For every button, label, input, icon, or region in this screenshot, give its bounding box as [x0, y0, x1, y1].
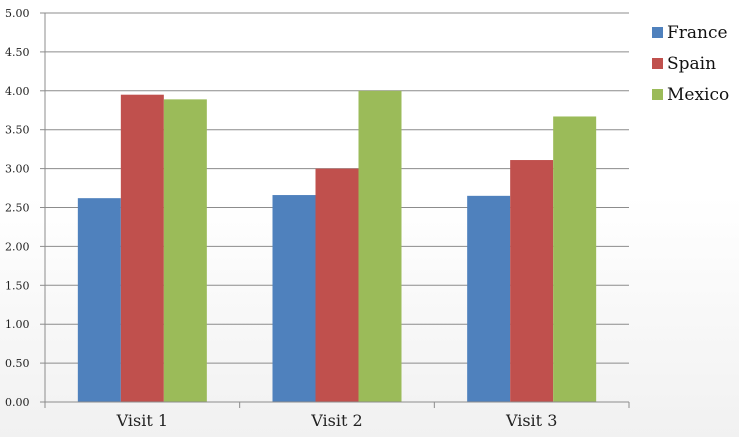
y-tick-label: 3.50	[5, 124, 30, 137]
bar-spain-3	[510, 160, 554, 402]
legend-swatch-france	[652, 27, 663, 38]
x-tick-label: Visit 3	[505, 411, 557, 430]
y-tick-label: 5.00	[5, 7, 30, 20]
x-tick-labels: Visit 1 Visit 2 Visit 3	[116, 411, 558, 430]
x-tick-label: Visit 2	[310, 411, 362, 430]
bar-mexico-3	[553, 116, 597, 402]
legend-label-mexico: Mexico	[667, 84, 730, 105]
bar-france-3	[467, 195, 511, 402]
y-tick-label: 3.00	[5, 163, 30, 176]
legend-label-france: France	[667, 22, 728, 43]
y-tick-label: 0.00	[5, 396, 30, 409]
bar-france-2	[272, 195, 316, 402]
bar-mexico-1	[163, 99, 207, 402]
bar-spain-1	[120, 94, 164, 402]
y-tick-label: 2.50	[5, 202, 30, 215]
legend: France Spain Mexico	[652, 17, 729, 110]
y-tick-label: 4.50	[5, 46, 30, 59]
axes	[40, 12, 630, 408]
y-tick-label: 1.50	[5, 279, 30, 292]
legend-item-france: France	[652, 17, 729, 48]
bars	[77, 90, 597, 403]
legend-label-spain: Spain	[667, 53, 717, 74]
bar-mexico-2	[358, 90, 402, 403]
y-tick-label: 4.00	[5, 85, 30, 98]
legend-item-mexico: Mexico	[652, 79, 729, 110]
y-tick-label: 2.00	[5, 240, 30, 253]
legend-swatch-spain	[652, 58, 663, 69]
legend-item-spain: Spain	[652, 48, 729, 79]
bar-france-1	[77, 198, 121, 402]
bar-spain-2	[315, 168, 359, 402]
y-tick-label: 1.00	[5, 318, 30, 331]
y-tick-labels: 0.00 0.50 1.00 1.50 2.00 2.50 3.00 3.50 4.00 4.50…	[5, 7, 30, 409]
y-tick-label: 0.50	[5, 357, 30, 370]
legend-swatch-mexico	[652, 89, 663, 100]
x-tick-label: Visit 1	[116, 411, 168, 430]
